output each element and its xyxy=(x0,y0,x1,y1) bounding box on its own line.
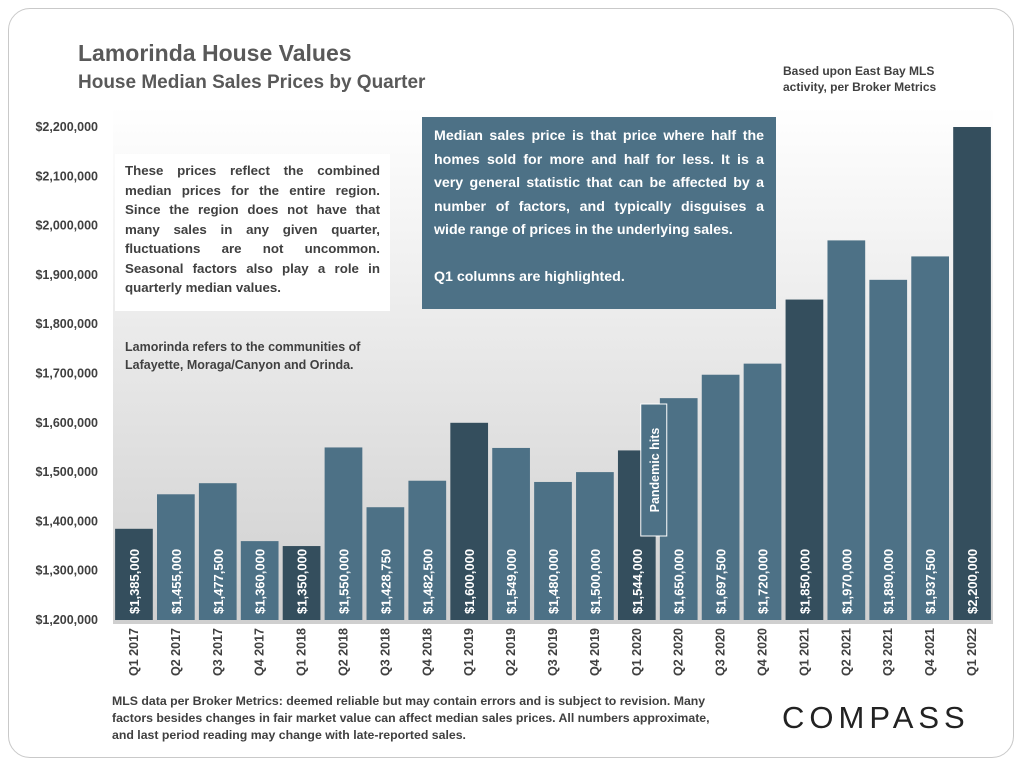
bar-value-label: $1,500,000 xyxy=(588,549,603,614)
y-tick-label: $1,900,000 xyxy=(35,268,98,282)
y-tick-label: $1,600,000 xyxy=(35,416,98,430)
x-tick-label: Q1 2022 xyxy=(965,628,979,676)
x-tick-label: Q1 2018 xyxy=(295,628,309,676)
bar-value-label: $1,477,500 xyxy=(211,549,226,614)
bar-value-label: $1,720,000 xyxy=(756,549,771,614)
bar xyxy=(869,279,908,620)
pandemic-callout-label: Pandemic hits xyxy=(648,428,662,513)
y-tick-label: $1,700,000 xyxy=(35,367,98,381)
x-tick-label: Q1 2019 xyxy=(462,628,476,676)
bar xyxy=(785,299,824,620)
regional-median-note: These prices reflect the combined median… xyxy=(115,154,390,311)
y-tick-label: $1,300,000 xyxy=(35,564,98,578)
x-tick-label: Q3 2018 xyxy=(378,628,392,676)
x-tick-label: Q4 2021 xyxy=(923,628,937,676)
y-tick-label: $1,800,000 xyxy=(35,317,98,331)
median-definition-text: Median sales price is that price where h… xyxy=(434,128,764,238)
lamorinda-definition-note: Lamorinda refers to the communities of L… xyxy=(125,340,361,372)
x-axis: Q1 2017 Q2 2017 Q3 2017 Q4 2017 Q1 2018 Q2 20… xyxy=(127,628,979,676)
x-tick-label: Q2 2017 xyxy=(169,628,183,676)
bar xyxy=(576,472,614,620)
y-tick-label: $2,200,000 xyxy=(35,120,98,134)
bar xyxy=(953,127,991,620)
bar-value-label: $1,482,500 xyxy=(420,549,435,614)
bar-value-label: $1,544,000 xyxy=(630,549,645,614)
bar-value-label: $1,550,000 xyxy=(336,549,351,614)
y-tick-label: $2,100,000 xyxy=(35,169,98,183)
page-subtitle: House Median Sales Prices by Quarter xyxy=(78,72,426,93)
bar xyxy=(157,494,195,620)
bar-value-label: $1,428,750 xyxy=(378,549,393,614)
y-tick-label: $2,000,000 xyxy=(35,219,98,233)
x-tick-label: Q4 2020 xyxy=(756,628,770,676)
x-tick-label: Q3 2017 xyxy=(211,628,225,676)
q1-highlight-text: Q1 columns are highlighted. xyxy=(434,268,625,285)
x-tick-label: Q4 2017 xyxy=(253,628,267,676)
bar xyxy=(827,240,866,620)
bar-value-label: $1,937,500 xyxy=(923,549,938,614)
x-tick-label: Q2 2021 xyxy=(839,628,853,676)
bar-value-label: $1,850,000 xyxy=(797,549,812,614)
bar-value-label: $1,360,000 xyxy=(253,549,268,614)
bar xyxy=(366,507,405,620)
x-tick-label: Q3 2021 xyxy=(881,628,895,676)
pandemic-callout-box xyxy=(640,403,668,537)
bar-value-label: $1,890,000 xyxy=(881,549,896,614)
y-tick-label: $1,500,000 xyxy=(35,465,98,479)
bar xyxy=(324,447,363,620)
bar xyxy=(408,480,447,620)
bar xyxy=(282,546,321,620)
source-note: Based upon East Bay MLS activity, per Br… xyxy=(783,64,937,94)
page-title: Lamorinda House Values xyxy=(78,40,352,66)
bar xyxy=(450,422,489,620)
x-tick-label: Q3 2020 xyxy=(714,628,728,676)
bar-value-label: $1,970,000 xyxy=(839,549,854,614)
compass-logo: COMPASS xyxy=(782,700,970,735)
x-tick-label: Q1 2020 xyxy=(630,628,644,676)
x-tick-label: Q2 2018 xyxy=(336,628,350,676)
bar xyxy=(240,541,279,620)
x-tick-label: Q1 2017 xyxy=(127,628,141,676)
x-tick-label: Q4 2018 xyxy=(420,628,434,676)
bar xyxy=(492,447,530,620)
y-tick-label: $1,200,000 xyxy=(35,613,98,627)
bar-value-label: $1,385,000 xyxy=(127,549,142,614)
bar xyxy=(115,528,153,620)
bar-value-label: $1,697,500 xyxy=(714,549,729,614)
bar-value-label: $1,455,000 xyxy=(169,549,184,614)
x-tick-label: Q3 2019 xyxy=(546,628,560,676)
bar xyxy=(534,481,572,620)
x-tick-label: Q4 2019 xyxy=(588,628,602,676)
bar-value-label: $1,480,000 xyxy=(546,549,561,614)
bar-value-label: $1,600,000 xyxy=(462,549,477,614)
bar xyxy=(911,256,949,620)
x-tick-label: Q2 2020 xyxy=(672,628,686,676)
bar xyxy=(743,363,782,620)
x-tick-label: Q1 2021 xyxy=(797,628,811,676)
bar-value-label: $1,650,000 xyxy=(672,549,687,614)
median-definition-callout: Median sales price is that price where h… xyxy=(422,117,776,309)
pandemic-annotation: Pandemic hits xyxy=(640,403,668,537)
bar-value-label: $1,549,000 xyxy=(504,549,519,614)
mls-disclaimer: MLS data per Broker Metrics: deemed reli… xyxy=(112,694,710,742)
y-axis: $1,200,000 $1,300,000 $1,400,000 $1,500,000… xyxy=(35,120,98,627)
bar-value-label: $1,350,000 xyxy=(295,549,310,614)
x-tick-label: Q2 2019 xyxy=(504,628,518,676)
bar xyxy=(198,483,237,620)
bar-value-label: $2,200,000 xyxy=(965,549,980,614)
y-tick-label: $1,400,000 xyxy=(35,514,98,528)
bar xyxy=(701,374,740,620)
